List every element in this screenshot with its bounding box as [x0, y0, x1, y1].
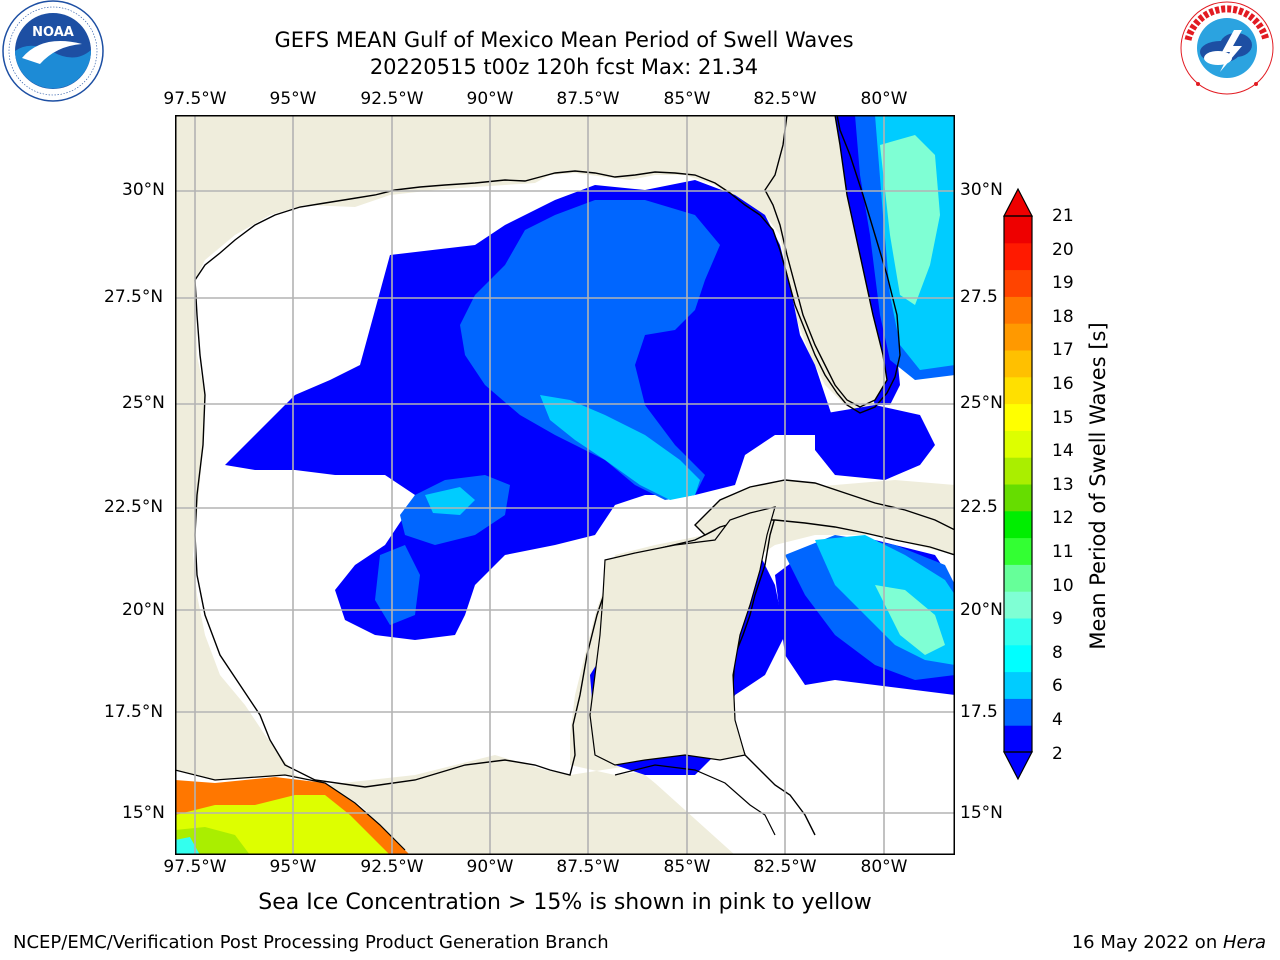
lat-label-left: 25°N	[122, 393, 165, 413]
footer-date-text: 16 May 2022 on	[1071, 932, 1223, 953]
colorbar	[1003, 187, 1033, 781]
swell-2-4s-straits	[815, 405, 935, 480]
swell-8-9s-caribbean	[875, 585, 945, 655]
colorbar-band	[1004, 537, 1032, 565]
lat-label-right: 27.5	[960, 287, 998, 307]
swell-pacific-cyan	[175, 837, 200, 855]
colorbar-tick: 17	[1052, 340, 1074, 360]
footer-credit: NCEP/EMC/Verification Post Processing Pr…	[13, 932, 609, 953]
lat-label-left: 15°N	[122, 803, 165, 823]
lat-label-left: 22.5°N	[104, 497, 164, 517]
colorbar-band	[1004, 269, 1032, 297]
colorbar-over-arrow	[1003, 187, 1033, 217]
colorbar-band	[1004, 242, 1032, 271]
colorbar-band	[1004, 698, 1032, 726]
colorbar-frame	[1003, 215, 1033, 753]
colorbar-tick: 21	[1052, 206, 1074, 226]
lat-label-right: 25°N	[960, 393, 1003, 413]
lon-label-bottom: 82.5°W	[753, 857, 817, 877]
colorbar-tick: 15	[1052, 408, 1074, 428]
colorbar-band	[1004, 725, 1032, 753]
colorbar-under-arrow	[1003, 751, 1033, 781]
map-panel	[175, 115, 955, 855]
colorbar-band	[1004, 376, 1032, 405]
swell-6-8s-loop	[540, 395, 700, 500]
lat-label-right: 30°N	[960, 180, 1003, 200]
lat-label-right: 22.5	[960, 497, 998, 517]
colorbar-band	[1004, 484, 1032, 512]
coastline-us	[194, 115, 901, 414]
colorbar-tick: 20	[1052, 240, 1074, 260]
lon-label-bottom: 90°W	[466, 857, 514, 877]
colorbar-band	[1004, 671, 1032, 699]
colorbar-band	[1004, 430, 1032, 458]
lat-label-left: 20°N	[122, 600, 165, 620]
svg-text:NOAA: NOAA	[32, 25, 74, 40]
lat-label-right: 17.5	[960, 702, 998, 722]
lon-label-top: 92.5°W	[360, 89, 424, 109]
colorbar-band	[1004, 644, 1032, 673]
colorbar-band	[1004, 618, 1032, 646]
lat-label-left: 17.5°N	[104, 702, 164, 722]
swell-8-9s-atlantic	[880, 135, 940, 305]
colorbar-band	[1004, 323, 1032, 351]
lat-label-left: 27.5°N	[104, 287, 164, 307]
chart-title-line2: 20220515 t00z 120h fcst Max: 21.34	[369, 55, 759, 79]
colorbar-tick: 14	[1052, 441, 1074, 461]
colorbar-band	[1004, 564, 1032, 592]
land-florida	[764, 115, 888, 408]
colorbar-tick: 9	[1052, 609, 1063, 629]
lon-label-top: 82.5°W	[753, 89, 817, 109]
colorbar-tick: 6	[1052, 676, 1063, 696]
lon-label-top: 87.5°W	[556, 89, 620, 109]
footer-machine: Hera	[1222, 932, 1266, 953]
noaa-logo: NOAA	[2, 0, 104, 102]
lon-label-bottom: 92.5°W	[360, 857, 424, 877]
lat-label-left: 30°N	[122, 180, 165, 200]
colorbar-tick: 11	[1052, 542, 1074, 562]
lon-label-bottom: 87.5°W	[556, 857, 620, 877]
colorbar-band	[1004, 591, 1032, 619]
colorbar-band	[1004, 216, 1032, 244]
colorbar-band	[1004, 457, 1032, 485]
land-yucatan	[589, 506, 776, 766]
map-caption: Sea Ice Concentration > 15% is shown in …	[258, 890, 872, 915]
lat-label-right: 15°N	[960, 803, 1003, 823]
colorbar-tick: 18	[1052, 307, 1074, 327]
lon-label-top: 95°W	[269, 89, 317, 109]
colorbar-label: Mean Period of Swell Waves [s]	[1086, 322, 1110, 650]
coastline-central-america	[175, 769, 406, 851]
lon-label-top: 85°W	[663, 89, 711, 109]
colorbar-tick: 13	[1052, 475, 1074, 495]
colorbar-tick: 2	[1052, 744, 1063, 764]
swell-4-6s-west	[375, 545, 420, 625]
lon-label-bottom: 80°W	[860, 857, 908, 877]
colorbar-tick: 4	[1052, 710, 1063, 730]
lat-label-right: 20°N	[960, 600, 1003, 620]
colorbar-tick: 16	[1052, 374, 1074, 394]
lon-label-top: 90°W	[466, 89, 514, 109]
colorbar-band	[1004, 403, 1032, 431]
colorbar-tick: 12	[1052, 508, 1074, 528]
colorbar-band	[1004, 350, 1032, 378]
lon-label-bottom: 95°W	[269, 857, 317, 877]
colorbar-band	[1004, 510, 1032, 539]
graticule	[175, 115, 955, 855]
swell-4-6s-central	[460, 200, 720, 500]
coastline-honduras	[614, 764, 776, 836]
lon-label-bottom: 85°W	[663, 857, 711, 877]
colorbar-tick: 8	[1052, 643, 1063, 663]
lon-label-top: 97.5°W	[163, 89, 227, 109]
lon-label-top: 80°W	[860, 89, 908, 109]
map-frame	[175, 115, 955, 855]
colorbar-tick: 19	[1052, 273, 1074, 293]
lon-label-bottom: 97.5°W	[163, 857, 227, 877]
nws-logo	[1180, 1, 1274, 95]
chart-title-line1: GEFS MEAN Gulf of Mexico Mean Period of …	[274, 28, 854, 52]
colorbar-tick: 10	[1052, 576, 1074, 596]
colorbar-band	[1004, 296, 1032, 324]
footer-date: 16 May 2022 on Hera	[1072, 932, 1266, 953]
